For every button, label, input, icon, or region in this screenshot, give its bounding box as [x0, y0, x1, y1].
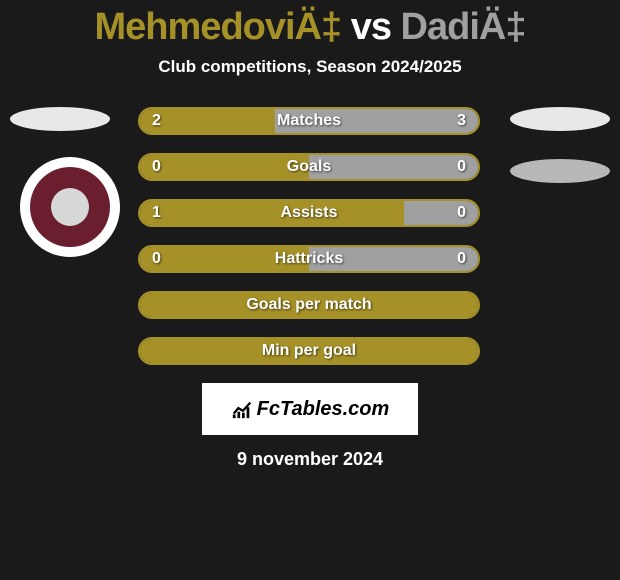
footer-date: 9 november 2024: [0, 449, 620, 470]
club-badge: [20, 157, 120, 257]
stat-row: 2 3 Matches: [138, 107, 480, 135]
stat-value-right: 0: [457, 204, 466, 222]
team-left-placeholder: [10, 107, 110, 131]
club-badge-inner: [30, 167, 110, 247]
stat-label: Assists: [281, 204, 338, 222]
stat-bar-left: [140, 155, 309, 179]
footer-logo: FcTables.com: [202, 383, 418, 435]
stat-row: Goals per match: [138, 291, 480, 319]
chart-icon: [231, 398, 253, 420]
title-vs: vs: [351, 6, 391, 48]
title-player2: DadiÄ‡: [401, 6, 526, 48]
stat-bar-left: [140, 201, 404, 225]
stat-bar-right: [404, 201, 478, 225]
stat-value-left: 0: [152, 250, 161, 268]
stat-label: Matches: [277, 112, 341, 130]
team-right-placeholder-1: [510, 107, 610, 131]
stat-value-left: 2: [152, 112, 161, 130]
stat-row: 1 0 Assists: [138, 199, 480, 227]
stat-row: 0 0 Hattricks: [138, 245, 480, 273]
subtitle: Club competitions, Season 2024/2025: [0, 57, 620, 77]
stat-value-right: 0: [457, 158, 466, 176]
title-player1: MehmedoviÄ‡: [95, 6, 342, 48]
stat-label: Goals per match: [246, 296, 371, 314]
stat-label: Min per goal: [262, 342, 356, 360]
stat-value-left: 0: [152, 158, 161, 176]
stat-label: Goals: [287, 158, 331, 176]
comparison-area: 2 3 Matches 0 0 Goals 1 0 Assists 0 0 Hattricks Goal…: [0, 107, 620, 365]
stat-row: 0 0 Goals: [138, 153, 480, 181]
stat-label: Hattricks: [275, 250, 343, 268]
stat-bars: 2 3 Matches 0 0 Goals 1 0 Assists 0 0 Hattricks Goal…: [138, 107, 480, 365]
stat-value-right: 0: [457, 250, 466, 268]
stat-value-left: 1: [152, 204, 161, 222]
footer-logo-text: FcTables.com: [257, 398, 390, 421]
page-title: MehmedoviÄ‡ vs DadiÄ‡: [0, 0, 620, 49]
stat-row: Min per goal: [138, 337, 480, 365]
stat-value-right: 3: [457, 112, 466, 130]
stat-bar-right: [309, 155, 478, 179]
team-right-placeholder-2: [510, 159, 610, 183]
club-badge-ball-icon: [51, 188, 89, 226]
